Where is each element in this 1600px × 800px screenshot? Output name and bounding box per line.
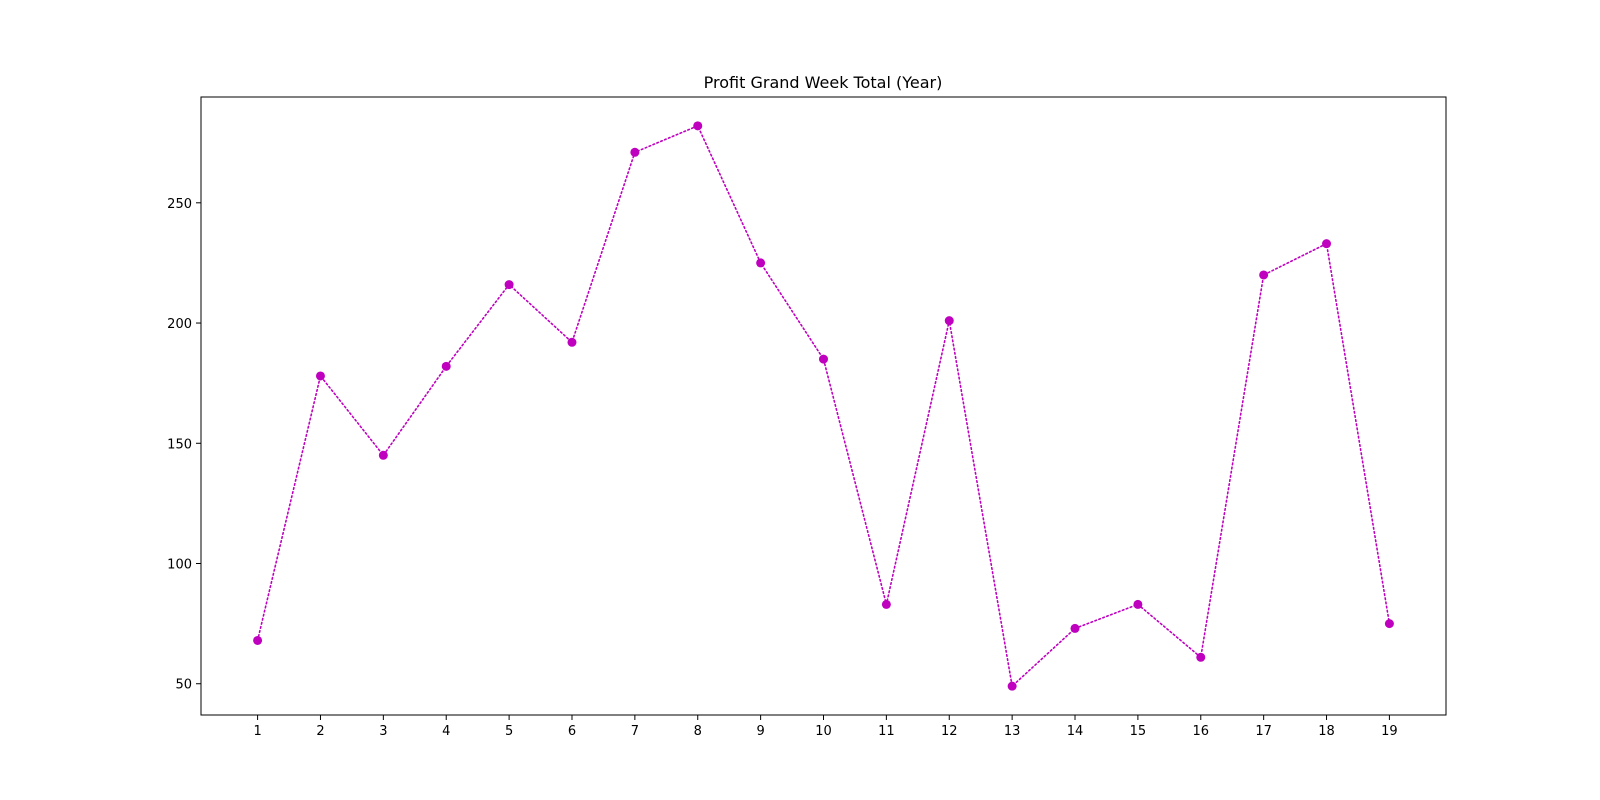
x-tick-label: 7 <box>631 724 639 739</box>
x-tick-label: 9 <box>756 724 764 739</box>
y-tick-label: 150 <box>167 437 192 452</box>
chart-title: Profit Grand Week Total (Year) <box>704 73 943 92</box>
data-point <box>315 371 325 381</box>
data-point <box>630 147 640 157</box>
x-tick-label: 18 <box>1318 724 1335 739</box>
series-group <box>253 121 1394 691</box>
x-tick-label: 8 <box>694 724 702 739</box>
x-tick-label: 10 <box>815 724 832 739</box>
data-point <box>1070 623 1080 633</box>
data-point <box>253 635 263 645</box>
data-point <box>504 280 514 290</box>
data-point <box>756 258 766 268</box>
data-point <box>881 599 891 609</box>
x-tick-label: 11 <box>878 724 895 739</box>
data-point <box>1133 599 1143 609</box>
data-point <box>693 121 703 131</box>
x-tick-label: 13 <box>1004 724 1021 739</box>
x-tick-label: 1 <box>253 724 261 739</box>
data-point <box>1196 652 1206 662</box>
data-point <box>567 337 577 347</box>
y-tick-label: 250 <box>167 197 192 212</box>
y-tick-label: 200 <box>167 317 192 332</box>
data-point <box>378 450 388 460</box>
y-tick-label: 100 <box>167 558 192 573</box>
x-tick-label: 5 <box>505 724 513 739</box>
data-point <box>819 354 828 364</box>
x-tick-label: 6 <box>568 724 576 739</box>
data-point <box>1384 619 1394 629</box>
data-point <box>441 361 451 371</box>
x-tick-label: 4 <box>442 724 450 739</box>
x-tick-label: 12 <box>941 724 958 739</box>
x-tick-label: 3 <box>379 724 387 739</box>
series-line <box>256 124 1391 688</box>
x-tick-label: 19 <box>1381 724 1398 739</box>
data-point <box>1322 239 1332 249</box>
plot-frame <box>200 96 1447 716</box>
x-axis: 1 2 3 4 5 6 7 8 9 10 11 12 13 14 15 16 17 18 19 <box>253 715 1398 739</box>
x-tick-label: 14 <box>1067 724 1084 739</box>
data-point <box>944 316 954 326</box>
y-axis: 50 100 150 200 250 <box>167 197 201 693</box>
y-tick-label: 50 <box>175 678 192 693</box>
x-tick-label: 17 <box>1255 724 1272 739</box>
data-point <box>1259 270 1269 280</box>
x-tick-label: 15 <box>1130 724 1147 739</box>
x-tick-label: 2 <box>316 724 324 739</box>
x-tick-label: 16 <box>1192 724 1209 739</box>
data-point <box>1007 681 1017 691</box>
